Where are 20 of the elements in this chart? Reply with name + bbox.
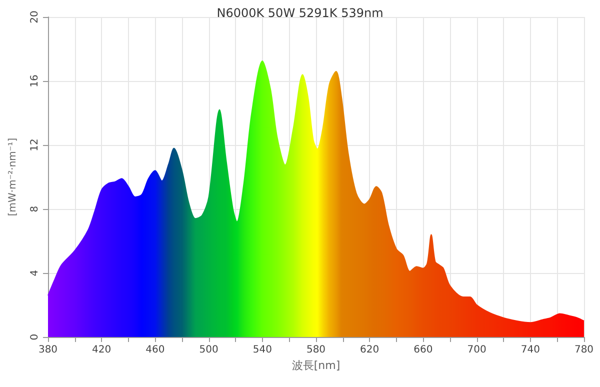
x-tick-label: 420 — [92, 344, 112, 356]
y-tick-label: 4 — [30, 270, 40, 276]
chart-title: N6000K 50W 5291K 539nm — [216, 6, 384, 20]
x-tick-label: 500 — [199, 344, 218, 356]
x-tick-label: 740 — [520, 344, 540, 356]
y-tick-label: 16 — [30, 74, 40, 88]
y-tick-label: 12 — [30, 138, 40, 152]
x-axis-title: 波長[nm] — [292, 358, 340, 372]
x-tick-label: 540 — [252, 344, 272, 356]
y-tick-label: 20 — [30, 10, 40, 24]
x-tick-label: 780 — [574, 344, 594, 356]
x-tick-label: 380 — [38, 344, 58, 356]
x-tick-label: 620 — [360, 344, 380, 356]
x-tick-label: 460 — [146, 344, 165, 356]
y-tick-label: 8 — [30, 206, 40, 212]
y-tick-label: 0 — [30, 334, 40, 340]
x-tick-label: 660 — [414, 344, 433, 356]
x-tick-label: 700 — [467, 344, 486, 356]
x-tick-label: 580 — [306, 344, 326, 356]
y-axis-title: [mW·m⁻²·nm⁻¹] — [8, 138, 18, 216]
